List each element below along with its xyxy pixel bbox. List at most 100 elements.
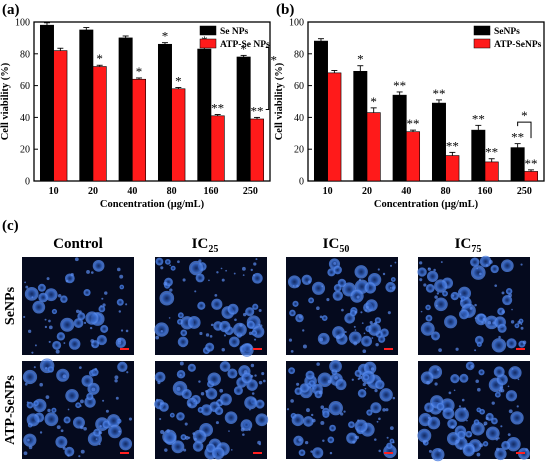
speck xyxy=(67,408,70,411)
speck xyxy=(455,439,459,444)
speck xyxy=(257,440,261,445)
cell xyxy=(293,435,304,446)
speck xyxy=(364,387,367,390)
cell xyxy=(426,270,439,283)
speck xyxy=(98,443,101,446)
speck xyxy=(39,431,43,434)
speck xyxy=(114,375,119,380)
speck xyxy=(74,257,79,262)
speck xyxy=(252,274,256,277)
speck xyxy=(160,266,164,270)
speck xyxy=(491,401,495,405)
speck xyxy=(249,347,253,351)
speck xyxy=(105,409,109,413)
speck xyxy=(320,405,325,410)
speck xyxy=(101,297,104,300)
speck xyxy=(220,267,223,270)
micrograph xyxy=(22,257,134,355)
cell xyxy=(170,265,176,271)
cell xyxy=(493,366,505,378)
cell xyxy=(119,284,125,290)
cell xyxy=(107,424,122,439)
speck xyxy=(495,437,499,441)
speck xyxy=(318,390,323,395)
speck xyxy=(75,309,80,314)
significance-mark: * xyxy=(136,64,143,79)
speck xyxy=(433,268,436,272)
legend-swatch xyxy=(473,38,491,49)
cell xyxy=(390,277,396,282)
cell xyxy=(55,435,68,448)
speck xyxy=(48,325,53,330)
cell xyxy=(83,288,91,297)
speck xyxy=(193,437,197,441)
speck xyxy=(422,440,427,444)
legend-label: SeNPs xyxy=(494,27,520,37)
speck xyxy=(63,342,66,345)
cell xyxy=(362,374,370,381)
speck xyxy=(160,429,165,434)
x-tick-label: 250 xyxy=(243,186,258,197)
cell xyxy=(56,332,66,341)
speck xyxy=(95,438,98,440)
speck xyxy=(128,417,132,421)
speck xyxy=(363,332,366,335)
speck xyxy=(188,403,192,407)
cell xyxy=(431,447,445,462)
speck xyxy=(354,329,357,331)
speck xyxy=(316,306,320,311)
speck xyxy=(228,430,230,432)
speck xyxy=(296,284,299,288)
speck xyxy=(97,342,100,344)
speck xyxy=(286,408,290,411)
speck xyxy=(46,277,50,281)
cell xyxy=(368,323,382,336)
speck xyxy=(183,448,187,452)
speck xyxy=(500,425,503,428)
cell xyxy=(205,387,218,400)
scale-bar xyxy=(384,348,393,350)
speck xyxy=(104,291,108,295)
speck xyxy=(192,432,196,435)
speck xyxy=(479,272,482,276)
speck xyxy=(522,340,527,345)
scale-bar xyxy=(384,452,393,454)
speck xyxy=(78,310,82,314)
speck xyxy=(83,321,87,324)
y-axis-label: Cell viability (%) xyxy=(274,62,285,140)
cell xyxy=(450,291,459,301)
bar-series2 xyxy=(92,66,107,182)
speck xyxy=(419,261,423,265)
speck xyxy=(520,326,524,330)
y-tick-label: 80 xyxy=(20,49,30,60)
speck xyxy=(463,407,467,411)
speck xyxy=(374,438,377,441)
speck xyxy=(44,325,48,329)
speck xyxy=(357,419,360,422)
speck xyxy=(45,395,50,399)
speck xyxy=(475,379,479,384)
cell xyxy=(117,361,128,373)
speck xyxy=(389,426,394,431)
speck xyxy=(389,286,392,289)
cell xyxy=(514,323,520,329)
speck xyxy=(249,408,251,411)
bracket-significance: * xyxy=(270,52,277,67)
chart-a: (a) 0 20 40 60 80 100 Cell viability (%) 10 20 40… xyxy=(0,2,277,210)
cell xyxy=(224,411,238,424)
cell xyxy=(460,296,466,301)
speck xyxy=(233,272,236,275)
speck xyxy=(387,311,391,315)
cell xyxy=(322,410,330,418)
scale-bar xyxy=(120,452,129,454)
speck xyxy=(358,278,362,281)
bar-series1 xyxy=(118,37,133,182)
micrograph xyxy=(286,359,398,459)
bar-series2 xyxy=(484,161,499,182)
speck xyxy=(304,440,309,445)
cell xyxy=(370,402,382,414)
speck xyxy=(261,372,265,376)
speck xyxy=(89,326,93,330)
speck xyxy=(90,271,94,274)
speck xyxy=(250,374,254,378)
